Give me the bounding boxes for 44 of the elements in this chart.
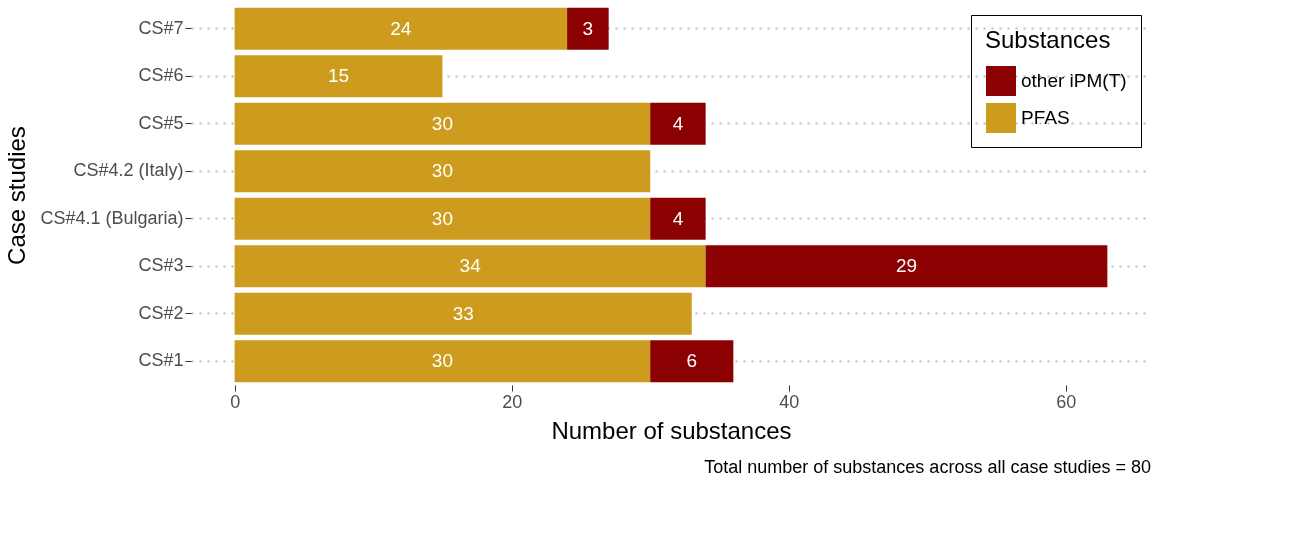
bar: [650, 340, 734, 383]
y-tick-label: CS#4.1 (Bulgaria): [40, 207, 184, 228]
bar: [234, 245, 706, 288]
data-label: 4: [672, 112, 684, 134]
bar: [234, 102, 651, 145]
bar: [234, 55, 443, 98]
data-label: 30: [431, 112, 453, 134]
x-tick-label: 60: [1056, 391, 1077, 412]
text: Total number of substances across all case studies = 80: [704, 457, 1151, 477]
data-label: 34: [459, 255, 482, 277]
data-label: 4: [672, 207, 684, 229]
data-label: 3: [582, 17, 594, 39]
y-tick-label: CS#1: [138, 350, 184, 371]
bar: [650, 197, 706, 240]
y-tick-label: CS#3: [138, 255, 184, 276]
x-axis-title: Number of substances: [551, 416, 792, 444]
bar: [650, 102, 706, 145]
y-tick-label: CS#4.2 (Italy): [73, 160, 184, 181]
bar: [234, 197, 651, 240]
legend-label: other iPM(T): [1021, 70, 1127, 91]
y-tick-label: CS#2: [138, 302, 184, 323]
bar: [234, 150, 651, 193]
x-tick-label: 20: [502, 391, 523, 412]
y-tick-label: CS#7: [138, 17, 184, 38]
x-tick-label: 0: [230, 391, 241, 412]
data-label: 29: [895, 255, 918, 277]
data-label: 33: [452, 302, 474, 324]
bar: [234, 340, 651, 383]
bar: [234, 7, 568, 50]
data-label: 6: [686, 350, 698, 372]
data-label: 30: [431, 160, 453, 182]
bar: [705, 245, 1108, 288]
data-label: 15: [327, 65, 350, 87]
x-tick-label: 40: [779, 391, 800, 412]
bar: [567, 7, 609, 50]
legend-label: PFAS: [1021, 107, 1070, 128]
y-tick-label: CS#6: [138, 65, 184, 86]
y-axis-title: Case studies: [3, 126, 31, 265]
bar: [234, 292, 692, 335]
y-tick-label: CS#5: [138, 112, 184, 133]
legend-title: Substances: [985, 26, 1111, 53]
data-label: 24: [390, 17, 412, 39]
data-label: 30: [431, 350, 453, 372]
data-label: 30: [431, 207, 453, 229]
